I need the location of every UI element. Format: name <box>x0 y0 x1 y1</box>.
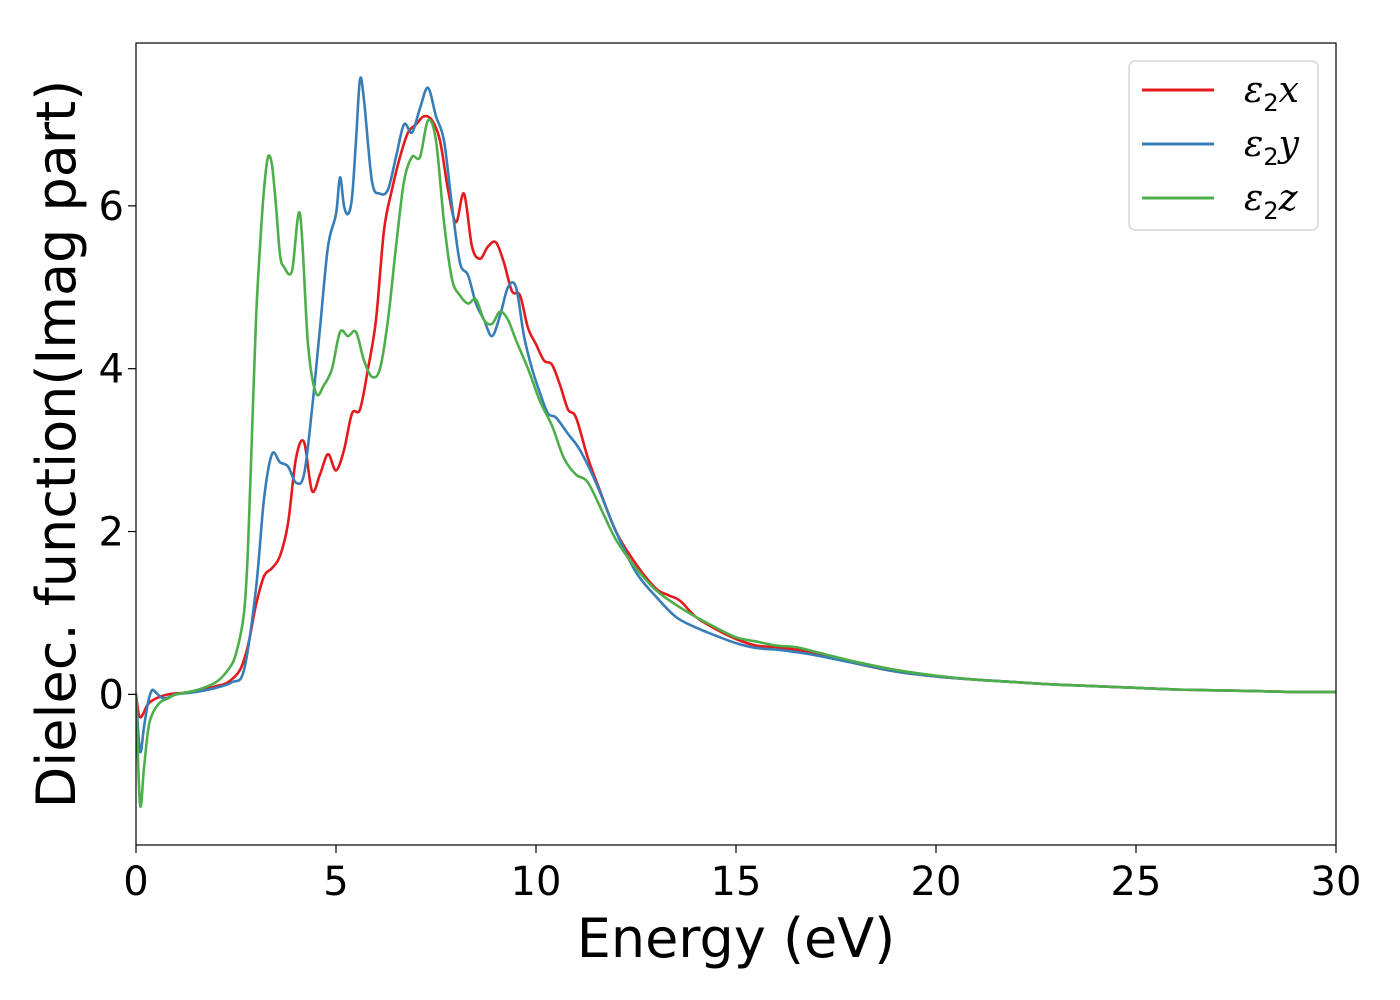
x-tick-label: 10 <box>511 859 562 905</box>
x-tick-label: 0 <box>123 859 148 905</box>
x-tick-label: 5 <box>323 859 348 905</box>
x-tick-label: 25 <box>1111 859 1162 905</box>
y-tick-label: 2 <box>99 510 124 556</box>
x-tick-label: 30 <box>1311 859 1362 905</box>
legend-label-y: ε2y <box>1244 124 1300 171</box>
series-layer <box>136 76 1336 809</box>
y-axis: 0 2 4 6 <box>99 184 136 718</box>
x-tick-label: 20 <box>911 859 962 905</box>
x-axis-label: Energy (eV) <box>577 907 896 970</box>
series-line-y <box>136 76 1336 754</box>
series-line-x <box>136 114 1336 719</box>
y-tick-label: 4 <box>99 347 124 393</box>
legend-frame <box>1128 60 1319 231</box>
x-axis: 0 5 10 15 20 25 30 <box>123 845 1361 905</box>
x-tick-label: 15 <box>711 859 762 905</box>
y-axis-label: Dielec. function(Imag part) <box>25 80 88 809</box>
series-line-z <box>136 118 1336 809</box>
legend-label-x: ε2x <box>1244 70 1299 117</box>
legend-label-z: ε2z <box>1244 178 1299 225</box>
y-tick-label: 0 <box>99 672 124 718</box>
legend: ε2x ε2y ε2z <box>1128 60 1319 231</box>
y-tick-label: 6 <box>99 184 124 230</box>
